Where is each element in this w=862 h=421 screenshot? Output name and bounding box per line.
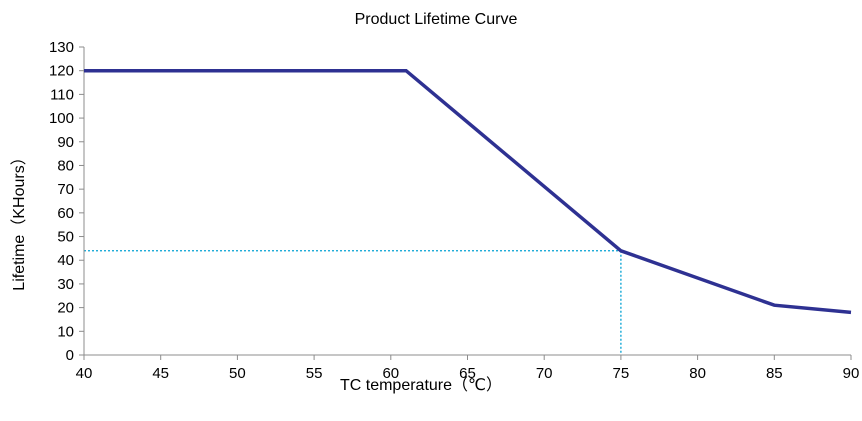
x-tick-label: 70 bbox=[536, 365, 553, 382]
x-tick-label: 45 bbox=[152, 365, 169, 382]
reference-lines bbox=[84, 250, 622, 355]
y-tick-label: 30 bbox=[57, 276, 74, 293]
x-tick-label: 40 bbox=[76, 365, 93, 382]
y-tick-label: 0 bbox=[66, 347, 74, 364]
x-tick-label: 50 bbox=[229, 365, 246, 382]
y-axis-title: Lifetime（KHours） bbox=[10, 149, 28, 290]
y-tick-label: 60 bbox=[57, 205, 74, 222]
tick-labels: 0 10 20 30 40 50 60 70 80 90 100 110 120 130 40 45 50 55 6… bbox=[49, 39, 859, 382]
series-line-lifetime bbox=[84, 68, 852, 315]
y-tick-label: 40 bbox=[57, 252, 74, 269]
y-tick-label: 90 bbox=[57, 134, 74, 151]
series-layer bbox=[84, 68, 852, 315]
x-tick-label: 90 bbox=[843, 365, 860, 382]
y-tick-label: 20 bbox=[57, 300, 74, 317]
y-tick-label: 100 bbox=[49, 110, 74, 127]
x-tick-label: 60 bbox=[382, 365, 399, 382]
y-tick-label: 130 bbox=[49, 39, 74, 56]
x-tick-label: 75 bbox=[613, 365, 630, 382]
y-tick-label: 70 bbox=[57, 181, 74, 198]
y-tick-label: 110 bbox=[50, 86, 74, 103]
y-tick-label: 80 bbox=[57, 157, 74, 174]
chart-title: Product Lifetime Curve bbox=[355, 11, 518, 28]
y-tick-label: 10 bbox=[57, 323, 74, 340]
x-tick-label: 55 bbox=[306, 365, 323, 382]
x-tick-label: 65 bbox=[459, 365, 476, 382]
y-tick-label: 50 bbox=[57, 229, 74, 246]
axes bbox=[79, 46, 852, 360]
y-tick-label: 120 bbox=[49, 63, 74, 80]
x-tick-label: 85 bbox=[766, 365, 783, 382]
x-axis-title: TC temperature（℃） bbox=[340, 376, 502, 394]
x-tick-label: 80 bbox=[689, 365, 706, 382]
